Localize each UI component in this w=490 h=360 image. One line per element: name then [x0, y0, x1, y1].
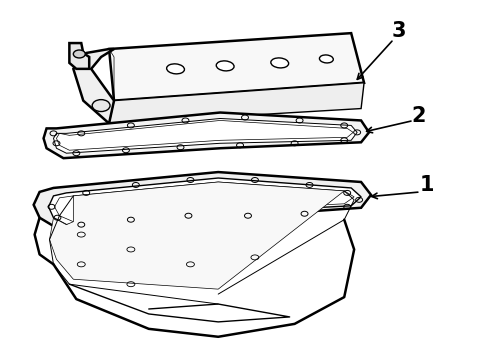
Polygon shape: [34, 172, 371, 230]
Polygon shape: [44, 113, 369, 158]
Ellipse shape: [92, 100, 110, 112]
Polygon shape: [74, 49, 114, 123]
Polygon shape: [49, 178, 361, 225]
Polygon shape: [109, 33, 364, 100]
Text: 1: 1: [419, 175, 434, 195]
Ellipse shape: [319, 55, 333, 63]
Polygon shape: [70, 43, 89, 69]
Text: 3: 3: [392, 21, 406, 41]
Polygon shape: [109, 83, 364, 123]
Polygon shape: [53, 118, 357, 153]
Ellipse shape: [216, 61, 234, 71]
Ellipse shape: [74, 50, 85, 58]
Text: 2: 2: [412, 105, 426, 126]
Ellipse shape: [271, 58, 289, 68]
Ellipse shape: [167, 64, 184, 74]
Polygon shape: [49, 182, 344, 289]
